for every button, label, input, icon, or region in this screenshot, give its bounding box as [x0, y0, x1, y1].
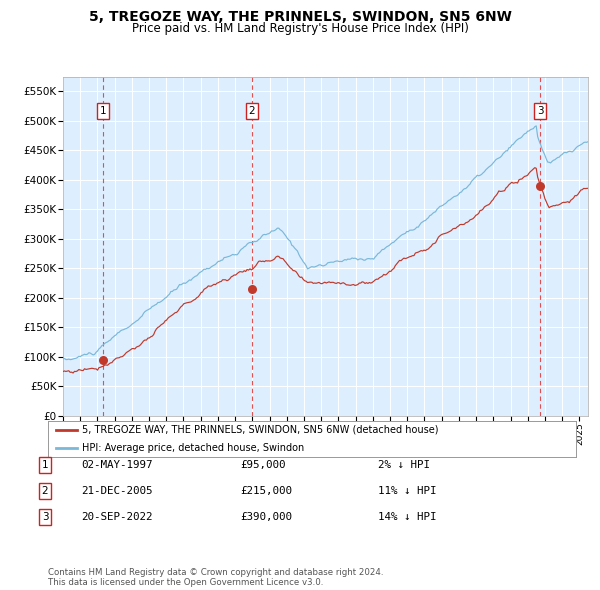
Text: 1: 1 — [100, 106, 107, 116]
Text: 1: 1 — [41, 460, 49, 470]
Text: 5, TREGOZE WAY, THE PRINNELS, SWINDON, SN5 6NW (detached house): 5, TREGOZE WAY, THE PRINNELS, SWINDON, S… — [82, 425, 439, 435]
Text: £95,000: £95,000 — [240, 460, 286, 470]
Text: 2% ↓ HPI: 2% ↓ HPI — [378, 460, 430, 470]
Text: 2: 2 — [41, 486, 49, 496]
Text: 21-DEC-2005: 21-DEC-2005 — [81, 486, 152, 496]
Text: Price paid vs. HM Land Registry's House Price Index (HPI): Price paid vs. HM Land Registry's House … — [131, 22, 469, 35]
Text: 5, TREGOZE WAY, THE PRINNELS, SWINDON, SN5 6NW: 5, TREGOZE WAY, THE PRINNELS, SWINDON, S… — [89, 10, 511, 24]
Text: 3: 3 — [41, 512, 49, 522]
Text: £215,000: £215,000 — [240, 486, 292, 496]
Text: 3: 3 — [537, 106, 544, 116]
Text: HPI: Average price, detached house, Swindon: HPI: Average price, detached house, Swin… — [82, 443, 305, 453]
Text: 2: 2 — [248, 106, 255, 116]
Text: Contains HM Land Registry data © Crown copyright and database right 2024.
This d: Contains HM Land Registry data © Crown c… — [48, 568, 383, 587]
Text: 11% ↓ HPI: 11% ↓ HPI — [378, 486, 437, 496]
Text: 02-MAY-1997: 02-MAY-1997 — [81, 460, 152, 470]
Text: 20-SEP-2022: 20-SEP-2022 — [81, 512, 152, 522]
Text: £390,000: £390,000 — [240, 512, 292, 522]
Text: 14% ↓ HPI: 14% ↓ HPI — [378, 512, 437, 522]
